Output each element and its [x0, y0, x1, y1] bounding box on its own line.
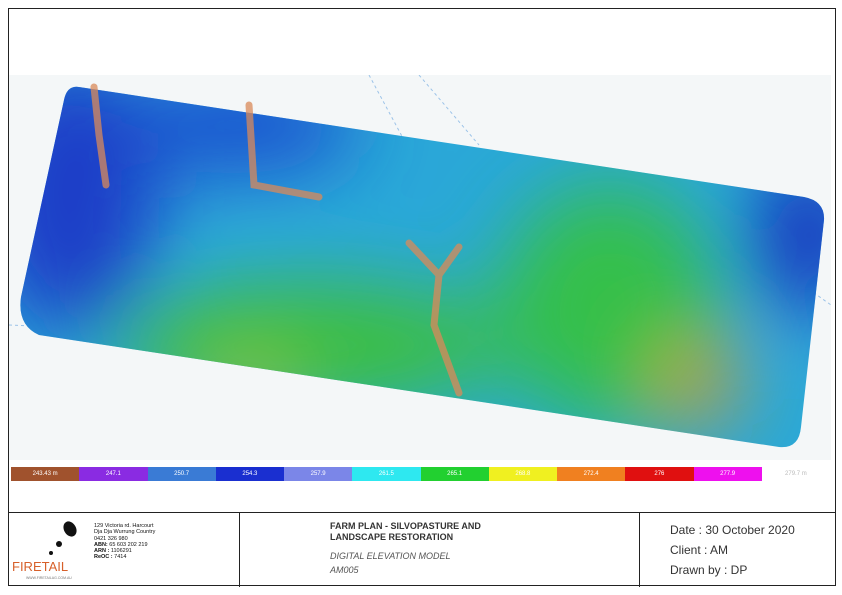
legend-swatch: 247.1 — [79, 467, 148, 481]
id-line: ARN : 1106291 — [94, 548, 155, 554]
client: Client : AM — [670, 543, 729, 557]
legend-swatch: 261.5 — [352, 467, 421, 481]
id-line: ABN: 65 603 202 219 — [94, 542, 155, 548]
id-value: 1106291 — [110, 548, 132, 555]
id-label: ABN: — [94, 541, 108, 548]
id-label: ReOC : — [94, 554, 113, 561]
company-cell: FIRETAIL WWW.FIRETAILAG.COM.AU 129 Victo… — [8, 513, 240, 587]
legend-swatch: 254.3 — [215, 467, 284, 481]
address-line: 0421 326 980 — [94, 535, 128, 542]
id-value: 7414 — [114, 554, 127, 561]
drawn-by: Drawn by : DP — [670, 563, 748, 577]
legend-swatch: 265.1 — [420, 467, 489, 481]
project-title: FARM PLAN - SILVOPASTURE AND LANDSCAPE R… — [330, 521, 481, 542]
drawing-title: DIGITAL ELEVATION MODEL — [330, 551, 451, 561]
elevation-map — [9, 75, 831, 460]
company-name: FIRETAIL — [12, 559, 68, 574]
date: Date : 30 October 2020 — [670, 523, 795, 537]
legend-swatch: 250.7 — [147, 467, 216, 481]
frame — [8, 8, 836, 586]
legend-swatch: 257.9 — [284, 467, 353, 481]
info-cell: Date : 30 October 2020 Client : AM Drawn… — [640, 513, 836, 587]
legend-swatch: 277.9 — [693, 467, 762, 481]
website: WWW.FIRETAILAG.COM.AU — [26, 576, 72, 580]
legend-swatch: 279.7 m — [761, 467, 830, 481]
drawing-number: AM005 — [330, 565, 359, 575]
address-line: Dja Dja Wurrung Country — [94, 529, 156, 536]
legend-swatch: 268.8 — [488, 467, 557, 481]
legend-swatch: 243.43 m — [11, 467, 80, 481]
address: 129 Victoria rd. Harcourt Dja Dja Wurrung… — [94, 523, 155, 561]
title-block: FIRETAIL WWW.FIRETAILAG.COM.AU 129 Victo… — [8, 512, 836, 587]
legend-swatch: 272.4 — [557, 467, 626, 481]
id-label: ARN : — [94, 548, 110, 555]
project-cell: FARM PLAN - SILVOPASTURE AND LANDSCAPE R… — [240, 513, 640, 587]
id-value: 65 603 202 219 — [109, 541, 148, 548]
elevation-legend: 243.43 m 247.1 250.7 254.3 257.9 261.5 265.1 26… — [11, 467, 830, 481]
address-line: 129 Victoria rd. Harcourt — [94, 523, 154, 529]
id-line: ReOC : 7414 — [94, 554, 155, 560]
legend-swatch: 276 — [625, 467, 694, 481]
logo: FIRETAIL WWW.FIRETAILAG.COM.AU — [12, 521, 77, 580]
